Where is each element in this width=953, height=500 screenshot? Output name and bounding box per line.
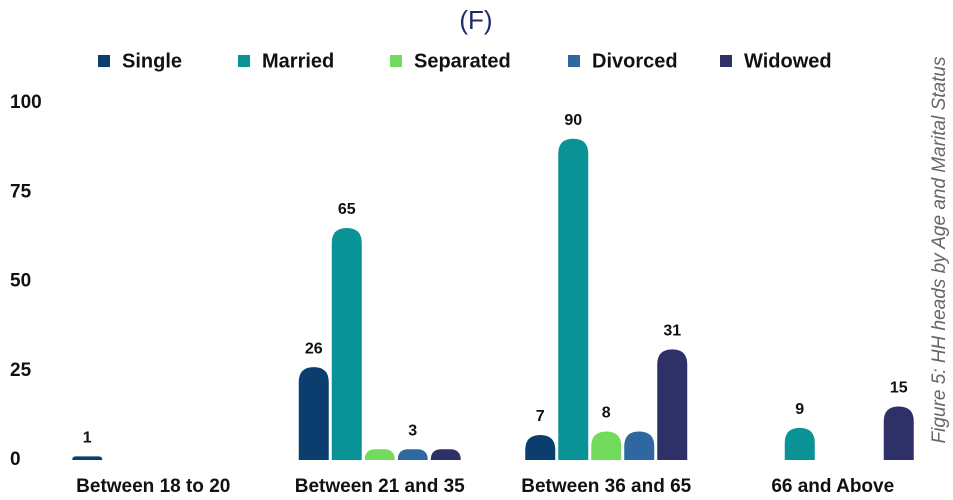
x-tick-label: Between 21 and 35 [295,476,465,497]
bar [397,449,428,460]
y-tick-label: 75 [10,181,32,202]
bar [72,456,103,460]
bar [331,227,362,460]
bar [298,367,329,460]
bar [558,138,589,460]
bar [430,449,461,460]
figure-caption: Figure 5: HH heads by Age and Marital St… [929,56,950,443]
legend-swatch [568,55,580,67]
value-label: 90 [564,112,582,129]
legend-swatch [238,55,250,67]
x-tick-label: Between 36 and 65 [521,476,691,497]
y-tick-label: 50 [10,271,31,292]
legend-label: Single [122,50,182,72]
legend-swatch [390,55,402,67]
value-label: 31 [663,323,681,340]
y-tick-label: 25 [10,360,32,381]
bar [525,435,556,460]
value-label: 9 [795,401,804,418]
legend-label: Separated [414,50,511,72]
chart-title: (F) [459,5,492,35]
x-tick-label: 66 and Above [771,476,894,497]
legend-label: Divorced [592,50,678,72]
value-label: 7 [536,408,545,425]
x-tick-label: Between 18 to 20 [76,476,230,497]
bar [883,406,914,460]
legend-swatch [720,55,732,67]
bar [591,431,622,460]
bar [657,349,688,460]
value-label: 15 [890,380,908,397]
legend-label: Widowed [744,50,832,72]
value-label: 26 [305,340,323,357]
value-label: 8 [602,405,611,422]
legend-swatch [98,55,110,67]
value-label: 3 [408,423,417,440]
value-label: 65 [338,201,356,218]
y-tick-label: 100 [10,92,42,113]
y-tick-label: 0 [10,449,21,470]
legend-label: Married [262,50,334,72]
bar [784,427,815,460]
value-label: 1 [83,430,92,447]
bar [624,431,655,460]
bar [364,449,395,460]
